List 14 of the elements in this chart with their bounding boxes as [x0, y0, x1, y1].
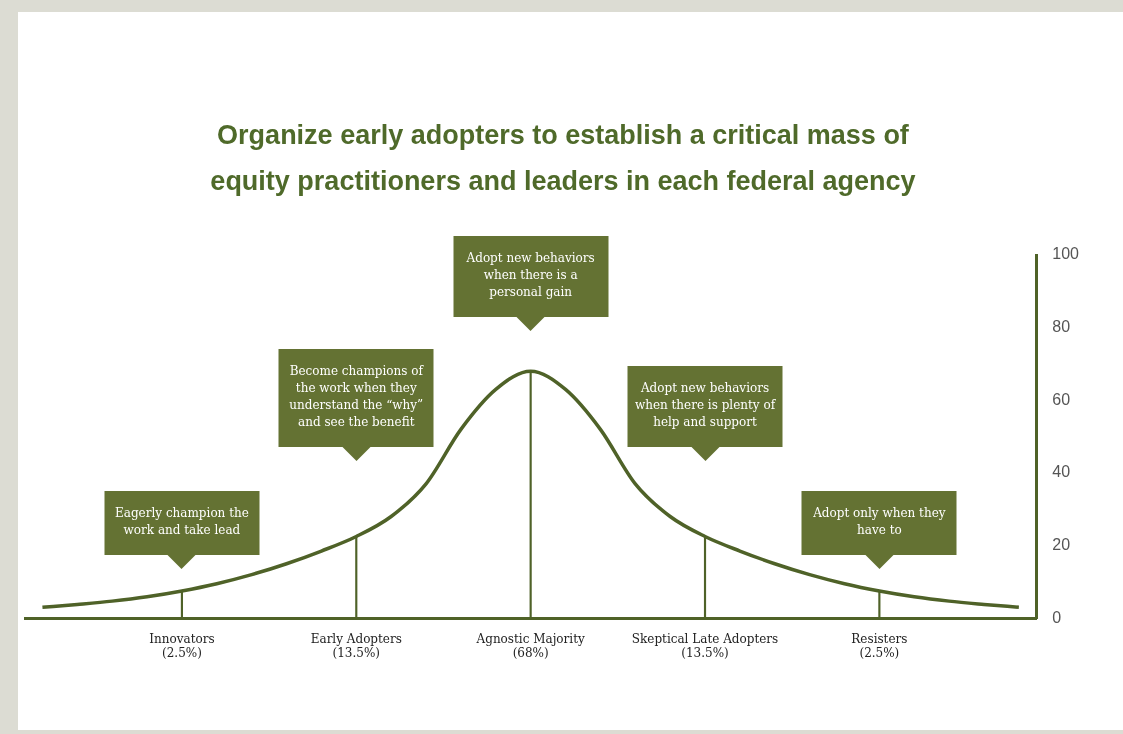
y-tick-label: 20: [1052, 535, 1071, 553]
y-tick-label: 80: [1052, 318, 1071, 336]
y-tick-label: 40: [1052, 463, 1071, 481]
x-tick-label: Resisters (2.5%): [851, 631, 908, 660]
annotation: Adopt only when they have to: [801, 490, 957, 555]
chart-title: Organize early adopters to establish a critical mass of equity practitioners and leaders in each federal agency: [209, 119, 917, 198]
x-tick-label: Agnostic Majority (68%): [475, 631, 585, 660]
annotation: Eagerly champion the work and take lead: [104, 490, 260, 555]
x-tick-label: Skeptical Late Adopters (13.5%): [631, 631, 779, 660]
y-tick-label: 60: [1052, 390, 1071, 408]
y-tick-label: 100: [1052, 245, 1080, 263]
x-tick-label: Early Adopters (13.5%): [310, 631, 402, 660]
y-tick-label: 0: [1052, 608, 1062, 626]
x-tick-label: Innovators (2.5%): [149, 631, 215, 660]
